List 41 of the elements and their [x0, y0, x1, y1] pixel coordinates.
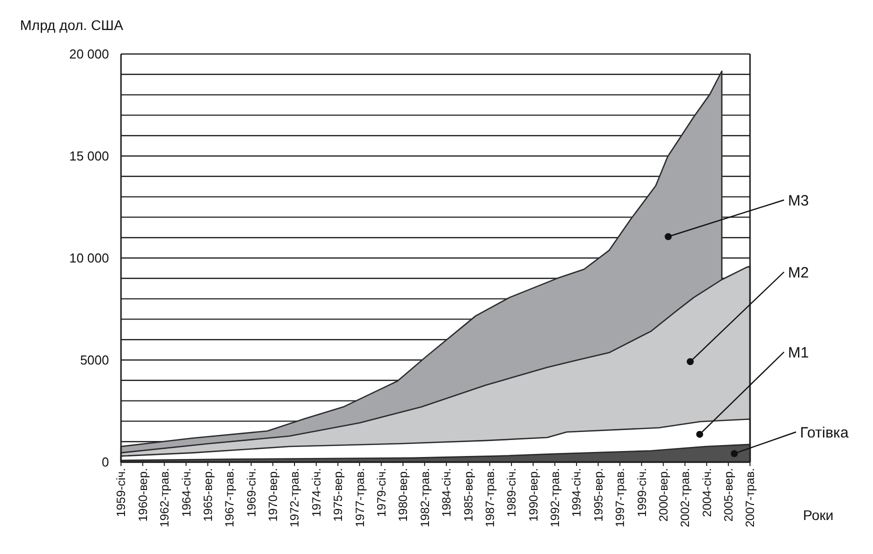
x-tick-label: 1962-трав.	[158, 468, 172, 528]
y-tick-label: 20 000	[69, 46, 109, 62]
x-tick-label: 1969-січ.	[244, 468, 258, 517]
x-tick-label: 1989-січ.	[504, 468, 519, 517]
x-tick-label: 1997-трав.	[613, 468, 628, 528]
x-tick-label: 1972-трав.	[288, 468, 302, 528]
y-tick-label: 15 000	[69, 148, 109, 164]
x-tick-label: 1974-січ.	[309, 468, 324, 517]
y-tick-label: 5000	[80, 352, 109, 368]
x-tick-label: 1979-січ.	[374, 468, 388, 517]
x-tick-label: 1975-вер.	[331, 468, 346, 522]
x-tick-label: 1985-вер.	[461, 468, 476, 522]
x-tick-label: 1995-вер.	[591, 468, 606, 522]
x-tick-label: 1977-трав.	[352, 468, 367, 528]
x-tick-label: 2007-трав.	[743, 468, 758, 528]
x-tick-label: 2005-вер.	[722, 468, 736, 522]
x-tick-label: 1992-трав.	[548, 468, 562, 528]
x-tick-label: 1960-вер.	[136, 468, 150, 522]
text: M1	[788, 344, 809, 362]
x-tick-label: 2000-вер.	[656, 468, 671, 522]
x-tick-label: 1980-вер.	[396, 468, 410, 522]
x-tick-label: 1984-січ.	[440, 468, 454, 517]
x-tick-label: 2002-трав.	[678, 468, 692, 528]
x-tick-label: 1959-січ.	[114, 468, 128, 517]
y-tick-label: 0	[102, 454, 109, 470]
x-tick-label: 1994-січ.	[570, 468, 584, 517]
x-tick-label: 2004-січ.	[700, 468, 714, 517]
x-tick-label: 1990-вер.	[526, 468, 540, 522]
x-axis-title: Роки	[803, 507, 834, 523]
text: M2	[788, 264, 809, 282]
y-tick-label: 10 000	[69, 250, 109, 266]
x-tick-label: 1965-вер.	[200, 468, 215, 522]
x-tick-label: 1982-трав.	[418, 468, 432, 528]
x-tick-label: 1999-січ.	[634, 468, 649, 517]
x-tick-label: 1967-трав.	[222, 468, 237, 528]
x-tick-label: 1964-січ.	[179, 468, 194, 517]
text: M3	[788, 192, 809, 210]
y-axis-title: Млрд дол. США	[20, 17, 124, 33]
x-tick-label: 1970-вер.	[266, 468, 280, 522]
x-tick-label: 1987-трав.	[482, 468, 497, 528]
text: Готівка	[800, 424, 850, 442]
